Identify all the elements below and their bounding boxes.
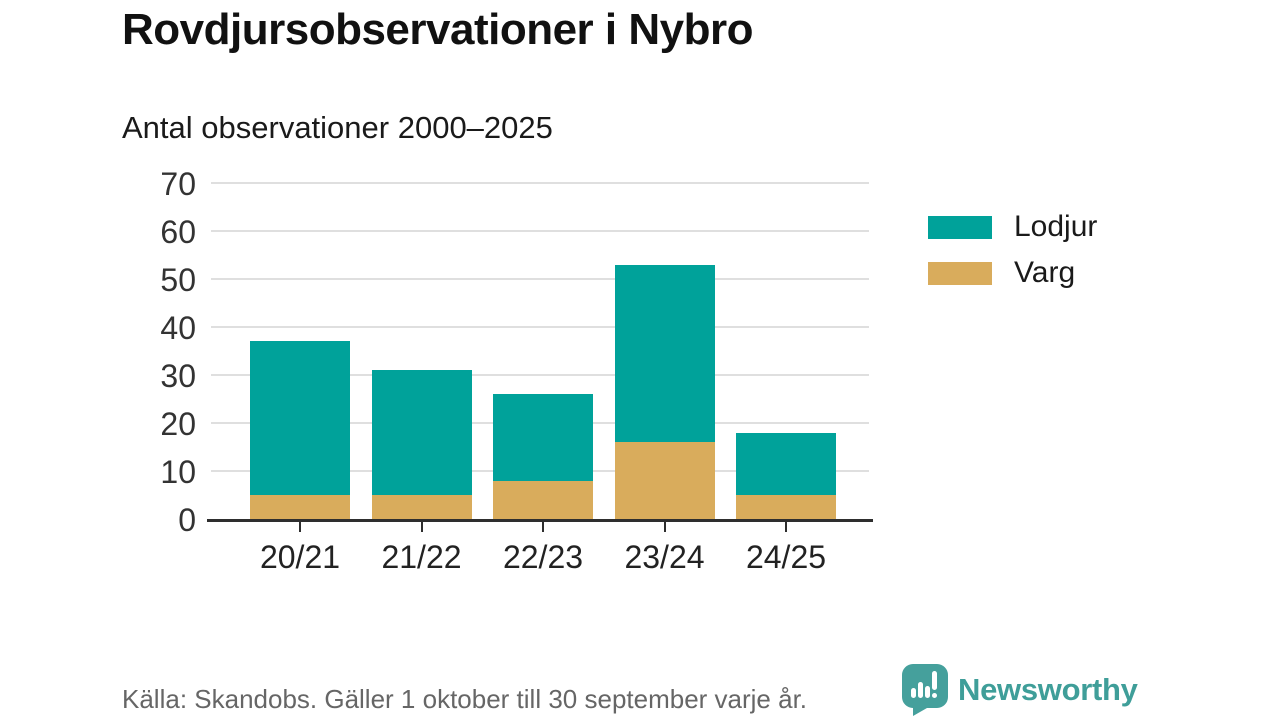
legend-swatch-varg	[928, 261, 992, 285]
y-axis-label: 20	[160, 406, 196, 442]
chart-subtitle: Antal observationer 2000–2025	[122, 110, 553, 145]
bar-segment-varg	[493, 480, 593, 519]
x-axis-label: 21/22	[381, 539, 462, 575]
gridline	[211, 230, 869, 232]
bar-segment-varg	[736, 495, 836, 519]
legend-item-lodjur: Lodjur	[928, 204, 1097, 250]
y-axis-label: 50	[160, 262, 196, 298]
legend: Lodjur Varg	[928, 204, 1097, 296]
bar-segment-varg	[371, 495, 472, 519]
gridline	[211, 326, 869, 328]
legend-item-varg: Varg	[928, 250, 1097, 296]
gridline	[211, 182, 869, 184]
bar-segment-lodjur	[736, 432, 836, 495]
x-axis-label: 22/23	[502, 539, 584, 575]
y-axis-label: 60	[160, 214, 196, 250]
x-axis-line	[207, 519, 873, 522]
legend-label-varg: Varg	[1014, 256, 1076, 289]
x-axis-tick	[299, 522, 301, 532]
source-note: Källa: Skandobs. Gäller 1 oktober till 3…	[122, 684, 808, 714]
bar-segment-varg	[250, 495, 350, 519]
bar-segment-lodjur	[614, 264, 715, 443]
legend-swatch-lodjur	[928, 215, 992, 239]
gridline	[211, 278, 869, 280]
y-axis-label: 30	[160, 358, 196, 394]
x-axis-tick	[785, 522, 787, 532]
newsworthy-logo-text: Newsworthy	[958, 672, 1138, 707]
newsworthy-logo: Newsworthy	[902, 664, 1138, 716]
bar-segment-lodjur	[250, 341, 350, 495]
x-axis-tick	[663, 522, 666, 532]
y-axis-label: 70	[160, 166, 196, 202]
x-axis-tick	[542, 522, 544, 532]
bar-segment-lodjur	[371, 370, 472, 495]
x-axis-label: 23/24	[624, 539, 705, 575]
y-axis-label: 40	[160, 310, 196, 346]
y-axis-label: 10	[160, 454, 196, 490]
x-axis-label: 24/25	[745, 539, 827, 575]
x-axis-label: 20/21	[259, 539, 341, 575]
y-axis-label: 0	[178, 502, 196, 538]
bar-segment-lodjur	[493, 394, 593, 481]
bar-segment-varg	[614, 442, 715, 519]
legend-label-lodjur: Lodjur	[1014, 210, 1098, 243]
page-title: Rovdjursobservationer i Nybro	[122, 5, 753, 54]
x-axis-tick	[420, 522, 423, 532]
gridline	[211, 374, 869, 376]
newsworthy-logo-icon	[902, 664, 948, 716]
